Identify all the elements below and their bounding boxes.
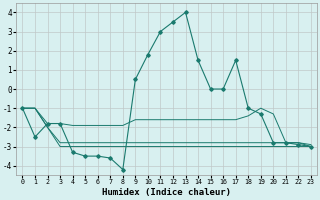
X-axis label: Humidex (Indice chaleur): Humidex (Indice chaleur) xyxy=(102,188,231,197)
